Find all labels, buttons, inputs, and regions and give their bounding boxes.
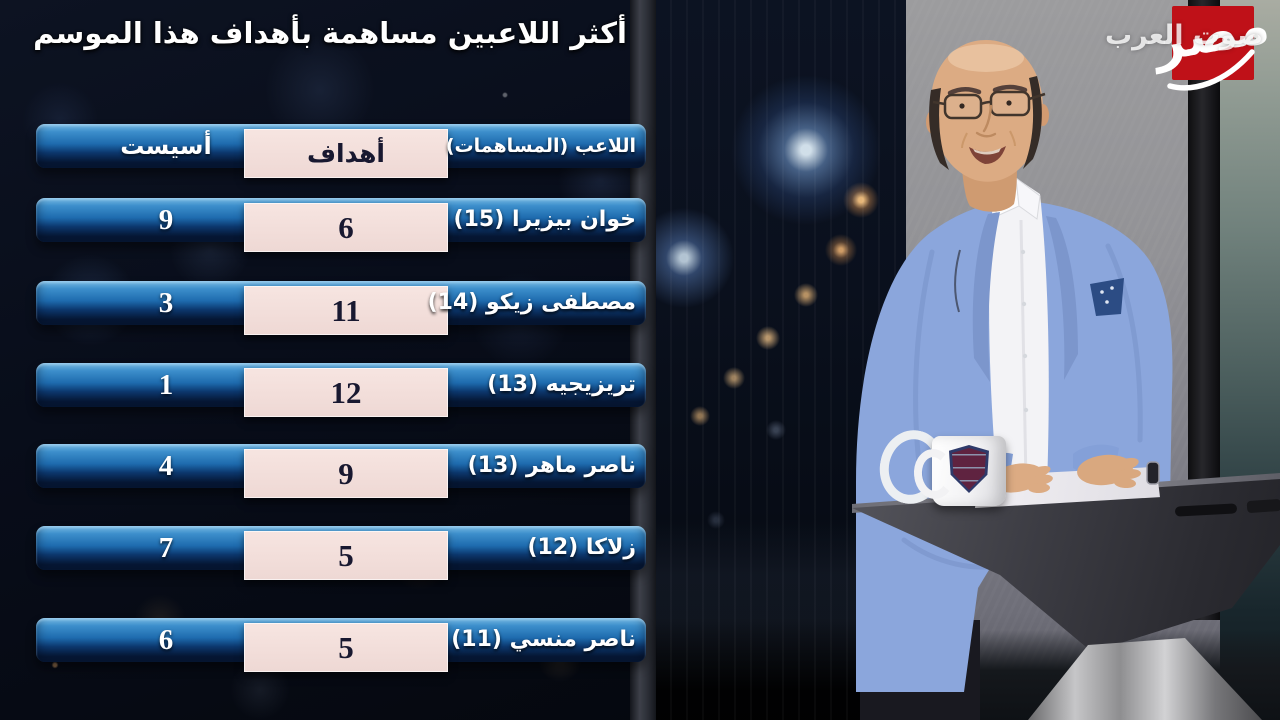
presenter-head — [926, 40, 1049, 182]
table-row: 7 5 زلاكا (12) — [36, 526, 646, 580]
stats-panel-background — [0, 0, 658, 720]
videowall-frame-edge — [630, 0, 658, 720]
mug-club-badge — [949, 445, 989, 493]
assists-value: 9 — [158, 204, 174, 236]
header-assists: أسيست — [120, 132, 212, 160]
assists-value: 1 — [158, 369, 174, 401]
presenter-shirt — [989, 178, 1049, 500]
watermark: صوت العرب — [1104, 20, 1264, 51]
table-row: 1 12 تريزيجيه (13) — [36, 363, 646, 417]
studio-right-wall — [1220, 0, 1280, 720]
pocket-square — [1090, 278, 1124, 316]
hair-right — [1023, 76, 1042, 169]
stadium-screen — [656, 0, 906, 720]
assists-value: 6 — [158, 624, 174, 656]
assists-value: 4 — [158, 450, 174, 482]
goals-value: 5 — [244, 531, 448, 580]
coffee-mug — [911, 436, 1006, 506]
player-name: زلاكا (12) — [527, 535, 636, 560]
player-name: خوان بيزيرا (15) — [453, 207, 636, 232]
table-row: 9 6 خوان بيزيرا (15) — [36, 198, 646, 252]
goals-value: 11 — [244, 286, 448, 335]
mic-wire — [954, 249, 961, 313]
table-row: 4 9 ناصر ماهر (13) — [36, 444, 646, 498]
table-header-row: أسيست أهداف اللاعب (المساهمات) — [36, 124, 646, 178]
player-name: مصطفى زيكو (14) — [427, 290, 636, 315]
channel-logo: مصر — [1152, 0, 1272, 91]
wrist-watch — [1146, 461, 1160, 485]
goals-value: 5 — [244, 623, 448, 672]
table-row: 3 11 مصطفى زيكو (14) — [36, 281, 646, 335]
goals-value: 6 — [244, 203, 448, 252]
goals-value: 12 — [244, 368, 448, 417]
goals-value: 9 — [244, 449, 448, 498]
stats-title: أكثر اللاعبين مساهمة بأهداف هذا الموسم — [33, 16, 627, 50]
header-goals: أهداف — [244, 129, 448, 178]
logo-swoosh — [1167, 49, 1255, 91]
player-name: تريزيجيه (13) — [487, 372, 636, 397]
hair-left — [929, 88, 949, 170]
desk-pen — [1246, 498, 1280, 514]
assists-value: 3 — [158, 287, 174, 319]
presenter — [856, 40, 1173, 720]
header-player: اللاعب (المساهمات) — [445, 135, 636, 157]
player-name: ناصر منسي (11) — [451, 627, 636, 652]
table-row: 6 5 ناصر منسي (11) — [36, 618, 646, 672]
assists-value: 7 — [158, 532, 174, 564]
player-name: ناصر ماهر (13) — [467, 453, 636, 478]
